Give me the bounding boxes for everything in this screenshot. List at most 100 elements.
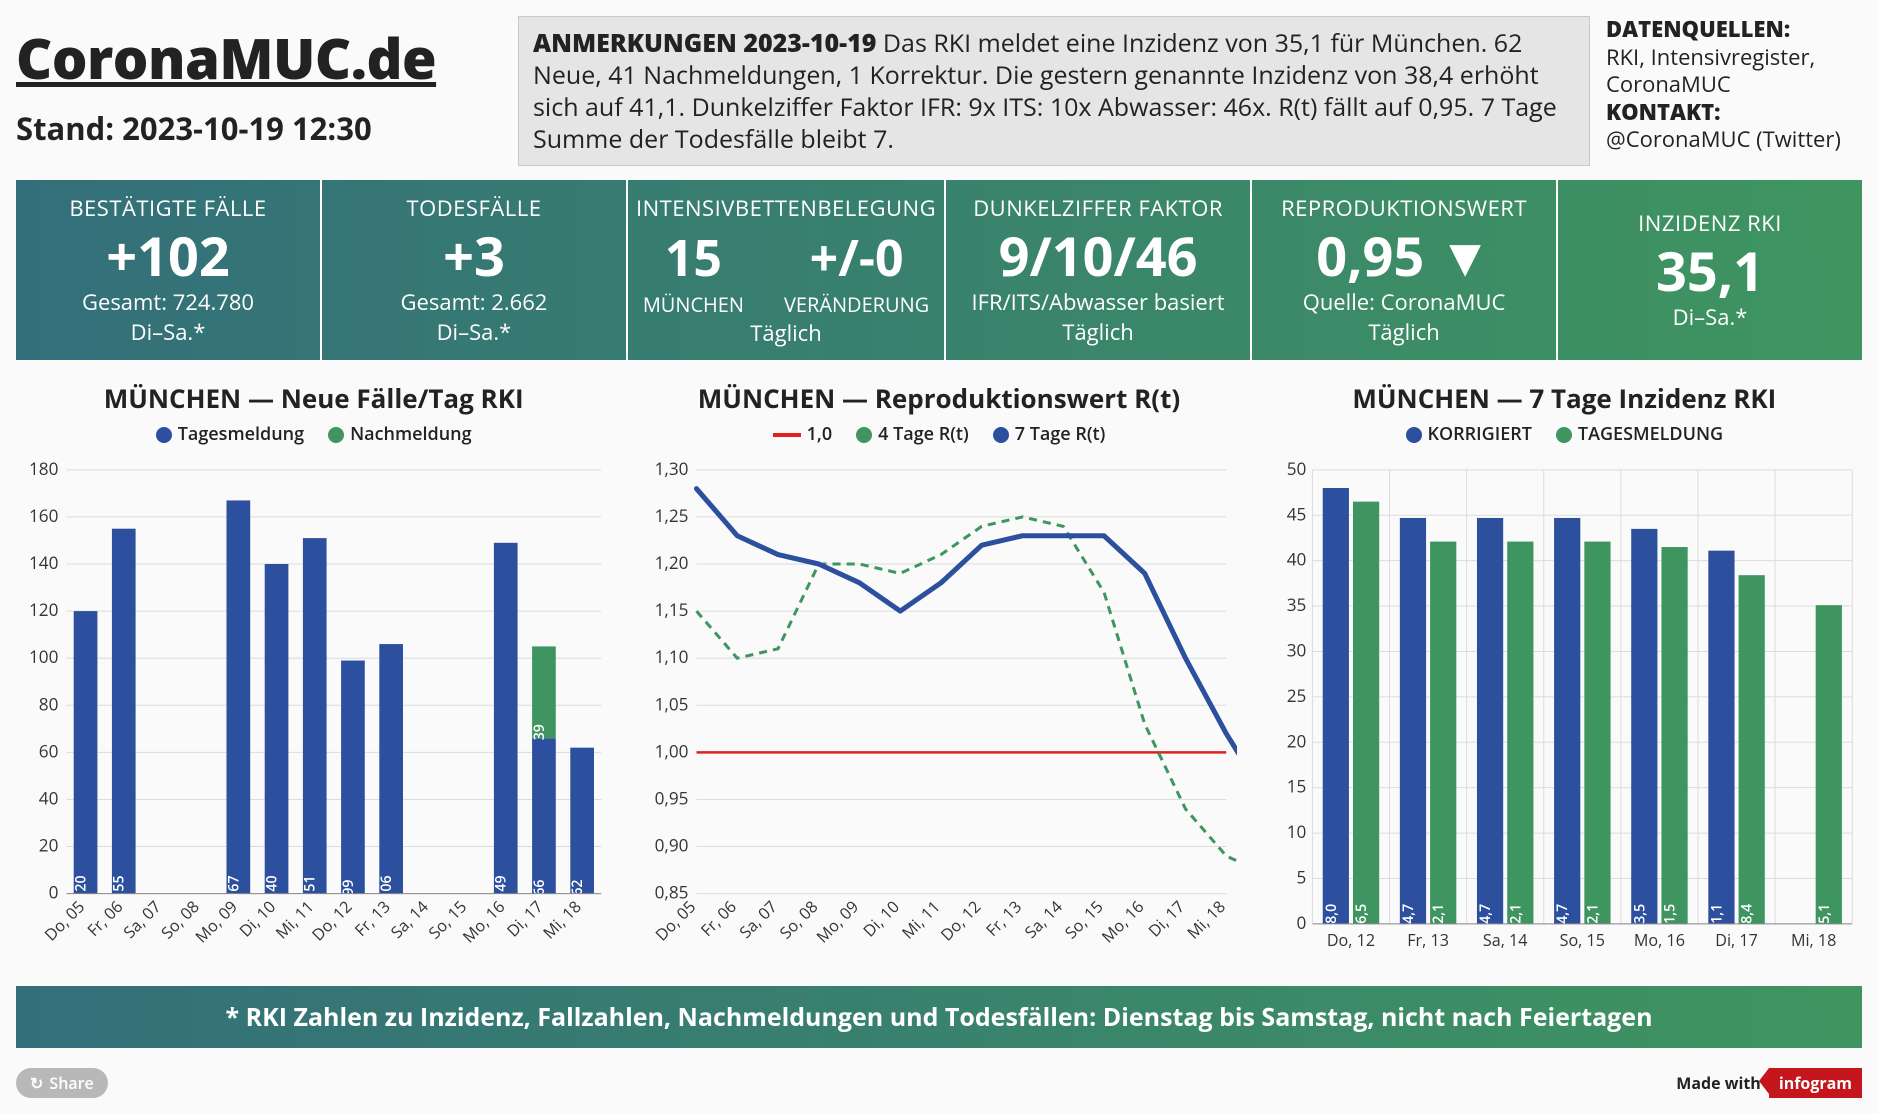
svg-text:Mo, 09: Mo, 09 xyxy=(190,896,242,948)
svg-text:100: 100 xyxy=(29,646,58,669)
svg-text:149: 149 xyxy=(492,875,511,899)
svg-text:Fr, 06: Fr, 06 xyxy=(696,896,741,941)
footer-note: * RKI Zahlen zu Inzidenz, Fallzahlen, Na… xyxy=(16,986,1862,1048)
svg-text:43,5: 43,5 xyxy=(1630,904,1649,932)
kpi-split: 15MÜNCHEN+/-0VERÄNDERUNG xyxy=(636,223,936,318)
kpi-sub2: Di–Sa.* xyxy=(330,317,618,347)
svg-text:Di, 17: Di, 17 xyxy=(1144,896,1190,942)
svg-text:48,0: 48,0 xyxy=(1321,904,1340,932)
kpi-sub1: Quelle: CoronaMUC xyxy=(1260,287,1548,317)
svg-text:Mo, 16: Mo, 16 xyxy=(1634,929,1685,951)
svg-text:46,5: 46,5 xyxy=(1352,904,1371,932)
legend-item: 7 Tage R(t) xyxy=(993,422,1106,446)
kpi-title: INTENSIVBETTENBELEGUNG xyxy=(636,193,936,223)
chart-incidence: MÜNCHEN — 7 Tage Inzidenz RKI KORRIGIERT… xyxy=(1267,380,1862,970)
kpi-sublabel: MÜNCHEN xyxy=(643,291,744,318)
chart-title: MÜNCHEN — 7 Tage Inzidenz RKI xyxy=(1267,380,1862,416)
kpi-sub2: Täglich xyxy=(1260,317,1548,347)
site-title[interactable]: CoronaMUC.de xyxy=(16,20,506,96)
svg-text:140: 140 xyxy=(263,875,282,899)
title-block: CoronaMUC.de Stand: 2023-10-19 12:30 xyxy=(16,16,506,166)
chart-new-cases: MÜNCHEN — Neue Fälle/Tag RKI Tagesmeldun… xyxy=(16,380,611,970)
svg-text:44,7: 44,7 xyxy=(1476,904,1495,932)
svg-text:38,4: 38,4 xyxy=(1737,904,1756,932)
svg-text:120: 120 xyxy=(72,875,91,899)
legend-item: 4 Tage R(t) xyxy=(856,422,969,446)
svg-text:10: 10 xyxy=(1286,821,1306,844)
svg-text:180: 180 xyxy=(29,458,58,481)
svg-text:60: 60 xyxy=(39,740,59,763)
svg-text:1,15: 1,15 xyxy=(655,599,689,622)
chart-legend: 1,0 4 Tage R(t) 7 Tage R(t) xyxy=(641,422,1236,446)
svg-text:1,25: 1,25 xyxy=(655,505,689,528)
infogram-logo: infogram xyxy=(1769,1068,1862,1098)
svg-text:42,1: 42,1 xyxy=(1583,904,1602,932)
svg-text:Mi, 18: Mi, 18 xyxy=(538,896,586,944)
svg-text:Sa, 14: Sa, 14 xyxy=(386,896,433,943)
svg-text:1,20: 1,20 xyxy=(655,552,689,575)
legend-item: TAGESMELDUNG xyxy=(1556,422,1723,446)
svg-text:80: 80 xyxy=(39,693,59,716)
chart-svg: 0510152025303540455048,046,5Do, 1244,742… xyxy=(1267,454,1862,970)
kpi-sub2: Di–Sa.* xyxy=(24,317,312,347)
kpi-card: INTENSIVBETTENBELEGUNG15MÜNCHEN+/-0VERÄN… xyxy=(628,180,946,360)
svg-text:Mi, 18: Mi, 18 xyxy=(1791,929,1836,951)
kpi-card: BESTÄTIGTE FÄLLE+102Gesamt: 724.780Di–Sa… xyxy=(16,180,322,360)
svg-text:Fr, 13: Fr, 13 xyxy=(981,896,1026,941)
svg-text:41,5: 41,5 xyxy=(1660,904,1679,932)
kpi-sub1: Di–Sa.* xyxy=(1566,302,1854,332)
sources-label: DATENQUELLEN: xyxy=(1606,14,1790,44)
kpi-value: 15 xyxy=(643,223,744,291)
svg-text:Fr, 13: Fr, 13 xyxy=(350,896,395,941)
kpi-card: INZIDENZ RKI35,1Di–Sa.* xyxy=(1558,180,1862,360)
bottom-row: ↻ Share Made with infogram xyxy=(16,1068,1862,1098)
timestamp: Stand: 2023-10-19 12:30 xyxy=(16,108,506,150)
svg-text:Sa, 14: Sa, 14 xyxy=(1020,896,1067,943)
svg-text:20: 20 xyxy=(1286,730,1306,753)
share-label: Share xyxy=(49,1072,93,1094)
kpi-value: 0,95 ▼ xyxy=(1260,227,1548,284)
svg-text:Fr, 13: Fr, 13 xyxy=(1407,929,1449,951)
svg-text:0,90: 0,90 xyxy=(655,835,689,858)
svg-text:0: 0 xyxy=(1296,912,1306,935)
svg-text:45: 45 xyxy=(1286,503,1306,526)
kpi-value: +102 xyxy=(24,227,312,284)
chart-rt: MÜNCHEN — Reproduktionswert R(t) 1,0 4 Ta… xyxy=(641,380,1236,970)
kpi-row: BESTÄTIGTE FÄLLE+102Gesamt: 724.780Di–Sa… xyxy=(16,180,1862,360)
chart-svg: 0,850,900,951,001,051,101,151,201,251,30… xyxy=(641,454,1236,970)
svg-text:40: 40 xyxy=(1286,549,1306,572)
svg-text:So, 15: So, 15 xyxy=(1559,929,1604,951)
contact-label: KONTAKT: xyxy=(1606,97,1720,127)
kpi-sub1: Gesamt: 724.780 xyxy=(24,287,312,317)
svg-text:Fr, 06: Fr, 06 xyxy=(82,896,127,941)
svg-text:44,7: 44,7 xyxy=(1553,904,1572,932)
svg-text:Do, 12: Do, 12 xyxy=(307,896,357,946)
svg-text:151: 151 xyxy=(301,875,320,899)
svg-text:20: 20 xyxy=(39,835,59,858)
svg-text:35: 35 xyxy=(1286,594,1306,617)
svg-text:Sa, 07: Sa, 07 xyxy=(118,896,165,943)
svg-text:Mo, 16: Mo, 16 xyxy=(1097,896,1149,948)
svg-text:Do, 12: Do, 12 xyxy=(1327,929,1375,951)
svg-text:50: 50 xyxy=(1286,458,1306,481)
svg-text:120: 120 xyxy=(29,599,58,622)
attribution[interactable]: Made with infogram xyxy=(1676,1068,1862,1098)
svg-text:1,10: 1,10 xyxy=(655,646,689,669)
charts-row: MÜNCHEN — Neue Fälle/Tag RKI Tagesmeldun… xyxy=(16,380,1862,970)
annotation-box: ANMERKUNGEN 2023-10-19 Das RKI meldet ei… xyxy=(518,16,1590,166)
svg-text:15: 15 xyxy=(1286,776,1306,799)
svg-text:167: 167 xyxy=(224,875,243,899)
svg-text:Di, 10: Di, 10 xyxy=(858,896,904,942)
legend-item: 1,0 xyxy=(773,422,832,446)
svg-text:44,7: 44,7 xyxy=(1399,904,1418,932)
chart-title: MÜNCHEN — Reproduktionswert R(t) xyxy=(641,380,1236,416)
svg-text:Sa, 07: Sa, 07 xyxy=(735,896,782,943)
kpi-value: 9/10/46 xyxy=(954,227,1242,284)
svg-text:155: 155 xyxy=(110,875,129,899)
svg-text:Di, 17: Di, 17 xyxy=(1715,929,1758,951)
share-button[interactable]: ↻ Share xyxy=(16,1068,108,1098)
svg-text:Do, 05: Do, 05 xyxy=(39,896,89,946)
chart-svg: 020406080100120140160180120Do, 05155Fr, … xyxy=(16,454,611,970)
kpi-card: REPRODUKTIONSWERT0,95 ▼Quelle: CoronaMUC… xyxy=(1252,180,1558,360)
contact-text: @CoronaMUC (Twitter) xyxy=(1606,124,1841,154)
